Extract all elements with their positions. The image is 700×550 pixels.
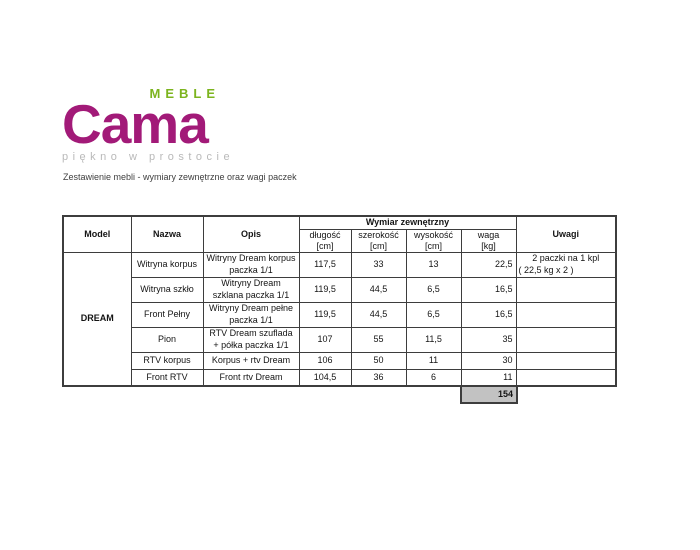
nazwa-cell: Pion: [130, 326, 204, 353]
uwagi-cell: [515, 351, 617, 370]
total-weight-cell: 154: [460, 387, 518, 405]
table-row: DREAM Witryna korpus Witryny Dream korpus …: [62, 251, 617, 387]
logo-meble-text: MEBLE: [149, 86, 220, 101]
wysokosc-cell: 6,5: [405, 276, 462, 303]
uwagi-cell: [515, 276, 617, 303]
wysokosc-cell: 6,5: [405, 301, 462, 328]
logo-brand-text: Cama: [62, 93, 209, 155]
uwagi-line: ( 22,5 kg x 2 ): [518, 264, 574, 275]
table-row: Witryna szkło Witryny Dream szklana paczk…: [63, 276, 617, 303]
uwagi-cell: 2 paczki na 1 kpl( 22,5 kg x 2 ): [515, 251, 617, 278]
nazwa-cell: Front Pełny: [130, 301, 204, 328]
waga-cell: 11: [460, 368, 517, 387]
document-subtitle: Zestawienie mebli - wymiary zewnętrzne o…: [63, 172, 297, 182]
opis-cell: Korpus + rtv Dream: [202, 351, 300, 370]
subheader-dlugosc: długość [cm]: [298, 228, 352, 253]
dlugosc-cell: 104,5: [298, 368, 352, 387]
col-header-uwagi: Uwagi: [515, 215, 617, 253]
header-row-group: Model Nazwa Opis Wymiar zewnętrzny Uwagi: [62, 215, 617, 253]
logo-tagline: piękno w prostocie: [62, 151, 235, 164]
uwagi-cell: [515, 368, 617, 387]
cama-logo: MEBLE Cama piękno w prostocie: [62, 87, 235, 164]
table-row: Pion RTV Dream szuflada + półka paczka 1/…: [63, 326, 617, 353]
subheader-szerokosc: szerokość [cm]: [350, 228, 407, 253]
dlugosc-cell: 119,5: [298, 301, 352, 328]
szerokosc-cell: 50: [350, 351, 407, 370]
szerokosc-cell: 55: [350, 326, 407, 353]
col-header-opis: Opis: [202, 215, 300, 253]
wysokosc-cell: 11: [405, 351, 462, 370]
nazwa-cell: Witryna korpus: [130, 251, 204, 278]
uwagi-cell: [515, 326, 617, 353]
col-header-model: Model: [62, 215, 132, 253]
szerokosc-cell: 33: [350, 251, 407, 278]
col-header-dim-group: Wymiar zewnętrzny: [298, 215, 517, 230]
waga-cell: 16,5: [460, 276, 517, 303]
waga-cell: 35: [460, 326, 517, 353]
wysokosc-cell: 6: [405, 368, 462, 387]
packages-table: Model Nazwa Opis Wymiar zewnętrzny Uwagi…: [62, 215, 617, 388]
dlugosc-cell: 107: [298, 326, 352, 353]
subheader-waga: waga [kg]: [460, 228, 517, 253]
opis-cell: Witryny Dream pełne paczka 1/1: [202, 301, 300, 328]
subheader-wysokosc: wysokość [cm]: [405, 228, 462, 253]
waga-cell: 22,5: [460, 251, 517, 278]
szerokosc-cell: 44,5: [350, 301, 407, 328]
col-header-nazwa: Nazwa: [130, 215, 204, 253]
opis-cell: Witryny Dream korpus paczka 1/1: [202, 251, 300, 278]
model-cell: DREAM: [62, 251, 132, 387]
opis-cell: Witryny Dream szklana paczka 1/1: [202, 276, 300, 303]
table-row: Front Pełny Witryny Dream pełne paczka 1/…: [63, 301, 617, 328]
waga-cell: 30: [460, 351, 517, 370]
waga-cell: 16,5: [460, 301, 517, 328]
dlugosc-cell: 119,5: [298, 276, 352, 303]
uwagi-line: 2 paczki na 1 kpl: [532, 253, 600, 263]
table-row: RTV korpus Korpus + rtv Dream 106 50 11 30: [63, 351, 617, 370]
uwagi-cell: [515, 301, 617, 328]
dlugosc-cell: 106: [298, 351, 352, 370]
wysokosc-cell: 13: [405, 251, 462, 278]
szerokosc-cell: 36: [350, 368, 407, 387]
nazwa-cell: Witryna szkło: [130, 276, 204, 303]
table-row: Front RTV Front rtv Dream 104,5 36 6 11: [63, 368, 617, 387]
szerokosc-cell: 44,5: [350, 276, 407, 303]
nazwa-cell: RTV korpus: [130, 351, 204, 370]
wysokosc-cell: 11,5: [405, 326, 462, 353]
table-block: Model Nazwa Opis Wymiar zewnętrzny Uwagi…: [62, 215, 617, 405]
nazwa-cell: Front RTV: [130, 368, 204, 387]
opis-cell: RTV Dream szuflada + półka paczka 1/1: [202, 326, 300, 353]
opis-cell: Front rtv Dream: [202, 368, 300, 387]
dlugosc-cell: 117,5: [298, 251, 352, 278]
